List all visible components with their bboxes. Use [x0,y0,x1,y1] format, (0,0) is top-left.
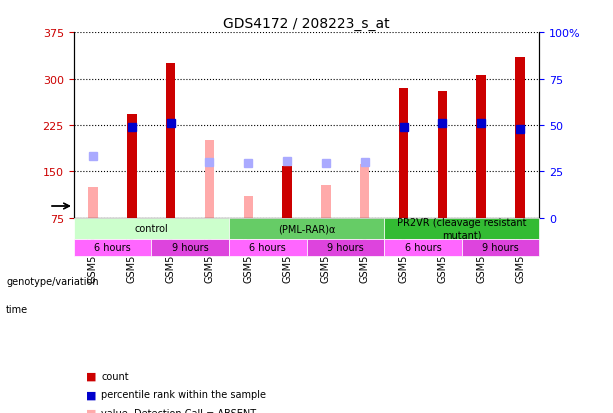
Bar [127,114,137,218]
Text: 6 hours: 6 hours [405,243,441,253]
Bar [243,197,253,218]
Text: time: time [6,305,28,315]
Bar [88,188,97,218]
FancyBboxPatch shape [462,239,539,256]
Bar [166,64,175,218]
Bar [476,76,486,218]
FancyBboxPatch shape [151,239,229,256]
Bar [321,185,330,218]
Title: GDS4172 / 208223_s_at: GDS4172 / 208223_s_at [223,17,390,31]
Text: PR2VR (cleavage resistant
mutant): PR2VR (cleavage resistant mutant) [397,218,527,240]
Text: ■: ■ [86,371,96,381]
Text: value, Detection Call = ABSENT: value, Detection Call = ABSENT [101,408,256,413]
Text: 6 hours: 6 hours [249,243,286,253]
Bar [516,58,525,218]
Text: 9 hours: 9 hours [482,243,519,253]
Text: 9 hours: 9 hours [172,243,208,253]
Bar [283,167,292,218]
Bar [399,89,408,218]
Text: (PML-RAR)α: (PML-RAR)α [278,224,335,234]
Text: 9 hours: 9 hours [327,243,364,253]
Text: 6 hours: 6 hours [94,243,131,253]
Text: ■: ■ [86,389,96,399]
Bar [205,141,214,218]
Text: genotype/variation: genotype/variation [6,276,99,286]
FancyBboxPatch shape [229,218,384,239]
Bar [438,92,447,218]
FancyBboxPatch shape [306,239,384,256]
Text: ■: ■ [86,408,96,413]
FancyBboxPatch shape [384,218,539,239]
FancyBboxPatch shape [384,239,462,256]
FancyBboxPatch shape [229,239,306,256]
Text: percentile rank within the sample: percentile rank within the sample [101,389,266,399]
FancyBboxPatch shape [74,239,151,256]
Text: control: control [134,224,168,234]
Text: count: count [101,371,129,381]
Bar [360,164,370,218]
FancyBboxPatch shape [74,218,229,239]
